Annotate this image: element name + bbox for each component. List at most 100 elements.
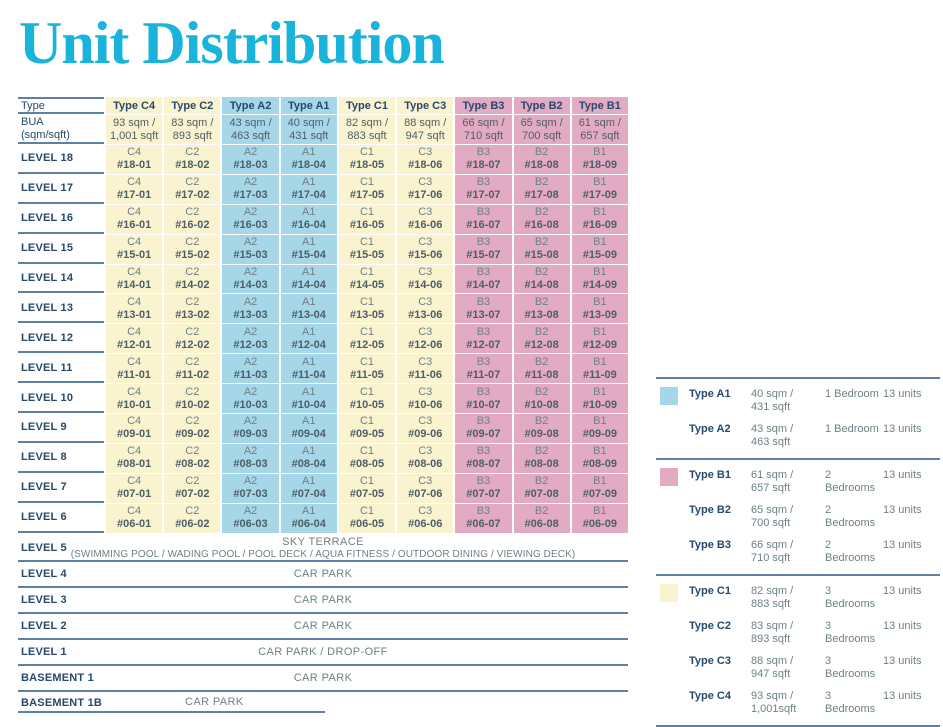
swatch-cell <box>656 688 689 707</box>
swatch-cell <box>656 653 689 672</box>
unit-type: C2 <box>185 445 200 458</box>
bua-sqft: 710 sqft <box>463 129 503 142</box>
unit-type: B1 <box>593 505 607 518</box>
unit-cell: B3 #18-07 <box>455 145 512 174</box>
unit-cell: B2 #14-08 <box>513 264 570 294</box>
legend-bedrooms: 1 Bedroom <box>825 388 879 400</box>
unit-cell: B2 #12-08 <box>513 324 570 354</box>
unit-type: C2 <box>185 355 200 368</box>
unit-cell: A2 #18-03 <box>222 145 279 174</box>
unit-number: #18-07 <box>466 159 501 172</box>
unit-cell: A2 #10-03 <box>222 384 279 414</box>
unit-number: #10-02 <box>175 398 210 411</box>
unit-cell: B3 #17-07 <box>455 174 512 204</box>
unit-type: A1 <box>302 176 316 189</box>
unit-cell: A1 #18-04 <box>280 145 337 174</box>
unit-cell: A1 #17-04 <box>280 174 337 204</box>
unit-cell: A2 #09-03 <box>222 414 279 443</box>
legend-row: Type C2 83 sqm / 893 sqft 3 Bedrooms 13 … <box>656 618 940 653</box>
unit-number: #12-04 <box>291 338 326 351</box>
unit-number: #08-01 <box>116 458 152 471</box>
unit-number: #10-07 <box>466 398 501 411</box>
unit-number: #13-03 <box>233 308 268 321</box>
unit-cell: B3 #06-07 <box>455 503 512 533</box>
unit-cell: C3 #07-06 <box>397 473 454 503</box>
unit-type: A1 <box>302 295 316 308</box>
unit-number: #15-01 <box>116 249 152 262</box>
unit-type: C4 <box>127 266 142 278</box>
unit-cell: B1 #07-09 <box>571 473 628 503</box>
level-label: LEVEL 6 <box>18 504 104 533</box>
unit-number: #13-06 <box>408 308 443 321</box>
unit-type: C2 <box>185 475 200 488</box>
unit-number: #08-04 <box>291 458 326 471</box>
unit-number: #12-09 <box>582 338 617 351</box>
unit-number: #17-03 <box>233 189 268 202</box>
unit-number: #08-08 <box>524 458 559 471</box>
level-label: LEVEL 16 <box>18 205 104 234</box>
unit-type: A1 <box>302 325 316 338</box>
unit-number: #16-08 <box>524 219 559 232</box>
unit-number: #16-03 <box>233 219 268 232</box>
unit-cell: A1 #10-04 <box>280 384 337 414</box>
bua-sqft: 657 sqft <box>580 129 620 142</box>
unit-type: C4 <box>127 295 142 308</box>
unit-type: C2 <box>185 236 200 249</box>
bua-sqm: 83 sqm / <box>171 116 214 129</box>
unit-cell: C2 #15-02 <box>164 234 221 264</box>
bua-sqft: 431 sqft <box>289 129 329 142</box>
unit-type: B3 <box>476 266 491 278</box>
unit-number: #16-05 <box>349 219 385 232</box>
unit-type: B1 <box>593 355 607 368</box>
unit-cell: A1 #15-04 <box>280 234 337 264</box>
unit-number: #09-03 <box>233 428 268 441</box>
table-row: LEVEL 1 CAR PARK / DROP-OFF <box>18 640 628 666</box>
unit-type-column-header: Type C2 <box>164 97 221 114</box>
unit-cell: C3 #10-06 <box>397 384 454 414</box>
unit-type: B1 <box>593 295 607 308</box>
unit-number: #06-04 <box>291 518 326 531</box>
unit-number: #18-09 <box>582 159 617 172</box>
unit-distribution-table: Type Type C4 Type C2 Type A2 Type A1 Typ… <box>18 97 628 533</box>
level-label: LEVEL 3 <box>21 594 67 606</box>
unit-number: #18-08 <box>524 159 559 172</box>
unit-number: #06-08 <box>524 518 559 531</box>
level-usage: CAR PARK <box>18 594 628 607</box>
type-column-header: Type <box>18 97 104 114</box>
unit-cell: B1 #10-09 <box>571 384 628 414</box>
bua-sqft: 463 sqft <box>230 129 271 142</box>
unit-type-column-header: Type B3 <box>455 97 512 114</box>
unit-type: B2 <box>534 415 549 428</box>
unit-number: #12-06 <box>408 338 443 351</box>
level-label: BASEMENT 1 <box>21 672 94 684</box>
legend-unit-count: 13 units <box>883 620 922 632</box>
unit-type: C4 <box>127 146 142 159</box>
legend-size-sqft: 893 sqft <box>751 633 791 645</box>
level-usage: CAR PARK <box>18 672 628 685</box>
unit-type: C1 <box>359 445 375 458</box>
table-row: LEVEL 3 CAR PARK <box>18 588 628 614</box>
unit-type: C4 <box>127 475 142 488</box>
legend-size-sqft: 463 sqft <box>751 436 791 448</box>
legend-group: Type C1 82 sqm / 883 sqft 3 Bedrooms 13 … <box>656 574 940 725</box>
unit-type: B1 <box>593 266 607 278</box>
legend-size-sqft: 1,001sqft <box>751 703 797 715</box>
usage-line-1: CAR PARK <box>293 671 353 684</box>
unit-cell: C3 #13-06 <box>397 294 454 324</box>
unit-type: C1 <box>359 176 375 189</box>
unit-number: #09-04 <box>291 428 326 441</box>
legend-unit-count: 13 units <box>883 423 922 435</box>
bua-sqft: 893 sqft <box>172 129 212 142</box>
unit-number: #12-07 <box>466 338 501 351</box>
unit-type: A1 <box>302 385 316 398</box>
unit-number: #07-03 <box>233 488 268 501</box>
legend-size: 61 sqm / 657 sqft <box>751 467 825 495</box>
unit-cell: B3 #09-07 <box>455 414 512 443</box>
level-label: LEVEL 12 <box>18 324 104 354</box>
unit-type: C3 <box>418 295 433 308</box>
level-usage: CAR PARK <box>18 620 628 633</box>
legend-size-sqm: 43 sqm / <box>751 423 794 435</box>
unit-type: A1 <box>302 475 316 488</box>
bua-value-cell: 61 sqm / 657 sqft <box>571 115 628 144</box>
unit-cell: B1 #18-09 <box>571 145 628 174</box>
